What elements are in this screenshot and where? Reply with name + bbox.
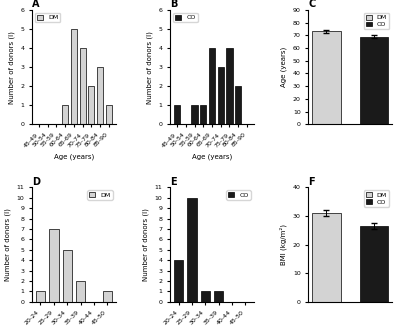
Legend: DM, CO: DM, CO	[364, 191, 389, 207]
Y-axis label: BMI (kg/m²): BMI (kg/m²)	[280, 224, 287, 265]
Text: F: F	[308, 176, 315, 187]
Y-axis label: Number of donors (l): Number of donors (l)	[146, 31, 153, 104]
Bar	[97, 67, 103, 124]
Bar	[62, 250, 72, 302]
Bar	[36, 291, 45, 302]
Bar	[106, 105, 112, 124]
Bar	[209, 48, 215, 124]
Text: D: D	[32, 176, 40, 187]
Y-axis label: Number of donors (l): Number of donors (l)	[143, 208, 149, 281]
Text: E: E	[170, 176, 177, 187]
Text: C: C	[308, 0, 316, 9]
Legend: CO: CO	[173, 13, 198, 22]
Bar	[214, 291, 223, 302]
Legend: DM: DM	[87, 191, 112, 200]
Bar	[62, 105, 68, 124]
Bar	[218, 67, 224, 124]
Y-axis label: Age (years): Age (years)	[281, 47, 287, 87]
Legend: CO: CO	[226, 191, 251, 200]
Bar	[76, 281, 85, 302]
Bar	[88, 86, 94, 124]
Bar	[71, 29, 77, 124]
Bar	[226, 48, 232, 124]
Bar	[80, 48, 86, 124]
Bar	[200, 105, 206, 124]
Y-axis label: Number of donors (l): Number of donors (l)	[4, 208, 11, 281]
Bar	[360, 36, 388, 124]
Bar	[312, 213, 341, 302]
Bar	[192, 105, 198, 124]
Bar	[49, 229, 58, 302]
Legend: DM, CO: DM, CO	[364, 13, 389, 29]
Bar	[312, 31, 341, 124]
Bar	[102, 291, 112, 302]
Bar	[174, 105, 180, 124]
Y-axis label: Number of donors (l): Number of donors (l)	[8, 31, 15, 104]
Text: B: B	[170, 0, 178, 9]
Bar	[360, 226, 388, 302]
Legend: DM: DM	[35, 13, 60, 22]
Bar	[187, 198, 197, 302]
Bar	[174, 260, 183, 302]
X-axis label: Age (years): Age (years)	[192, 154, 232, 160]
Text: A: A	[32, 0, 40, 9]
Bar	[235, 86, 241, 124]
Bar	[201, 291, 210, 302]
X-axis label: Age (years): Age (years)	[54, 154, 94, 160]
